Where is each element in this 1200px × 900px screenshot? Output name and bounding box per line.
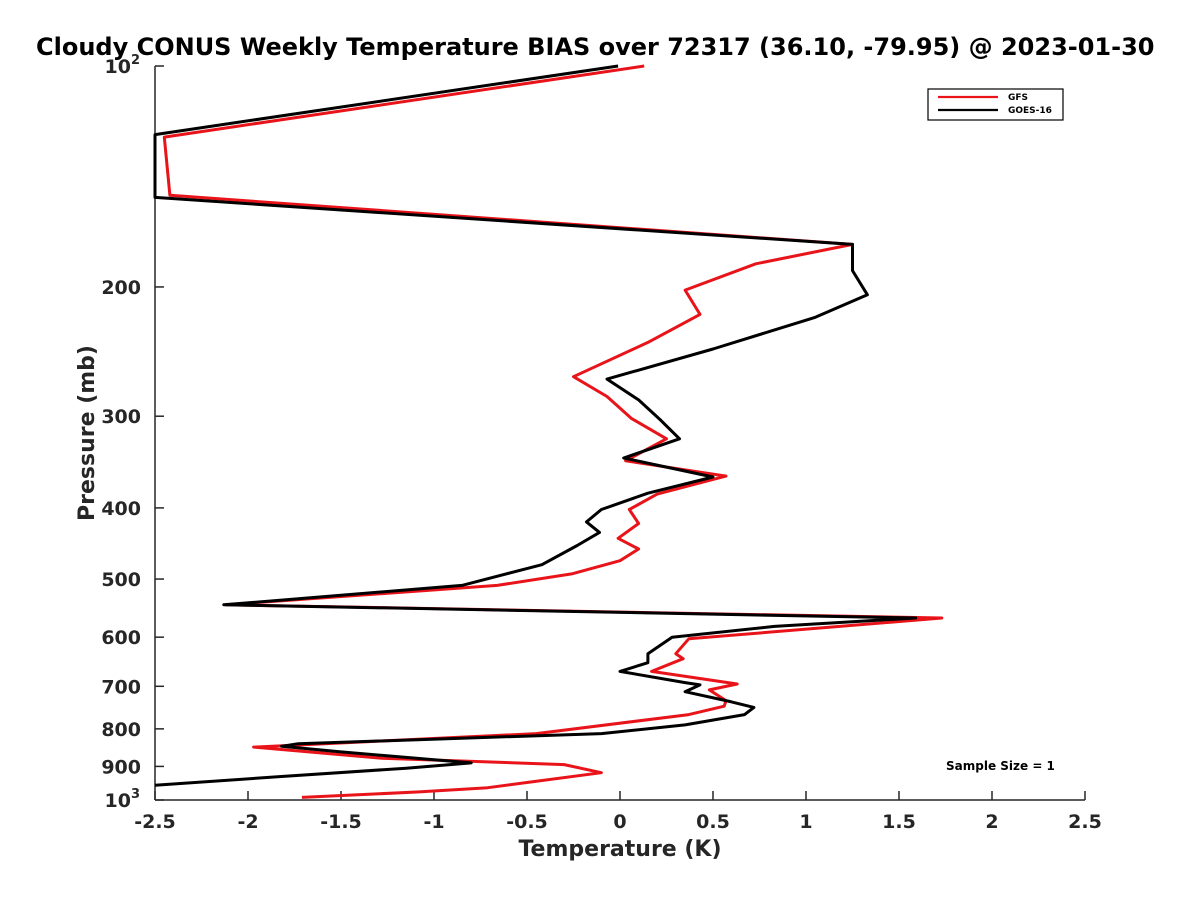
chart-title: Cloudy CONUS Weekly Temperature BIAS ove… [36,33,1154,61]
y-axis-label: Pressure (mb) [75,345,100,521]
x-tick-label: 0.5 [696,811,730,833]
legend-label-goes16: GOES-16 [1008,106,1052,116]
x-tick-label: -1 [423,811,444,833]
x-ticks: -2.5 -2 -1.5 -1 -0.5 0 0.5 1 1.5 2 2.5 [134,791,1102,833]
series-line-goes16 [153,64,918,787]
x-tick-label: 0 [613,811,626,833]
legend-label-gfs: GFS [1008,93,1028,103]
y-tick-label: 10 [105,56,131,78]
series-group [153,64,944,799]
series-line-gfs [162,64,944,799]
y-tick-label: 800 [101,719,141,741]
x-tick-label: -0.5 [506,811,548,833]
y-tick-label: 300 [101,406,141,428]
y-tick-label: 200 [101,277,141,299]
x-tick-label: -2.5 [134,811,176,833]
y-tick-label: 400 [101,498,141,520]
y-tick-label: 10 [105,790,131,812]
y-tick-exponent: 2 [131,53,140,68]
x-tick-label: 2 [985,811,998,833]
legend: GFS GOES-16 [927,88,1064,121]
x-tick-label: 1.5 [882,811,916,833]
y-tick-label: 500 [101,569,141,591]
x-tick-label: -1.5 [320,811,362,833]
y-tick-label: 700 [101,676,141,698]
x-axis-label: Temperature (K) [518,837,721,862]
y-tick-label: 900 [101,756,141,778]
y-tick-exponent: 3 [131,787,140,802]
x-tick-label: -2 [237,811,258,833]
legend-box [927,88,1064,121]
sample-size-annotation: Sample Size = 1 [946,759,1055,773]
y-tick-label: 600 [101,627,141,649]
x-tick-label: 2.5 [1068,811,1102,833]
x-tick-label: 1 [799,811,812,833]
